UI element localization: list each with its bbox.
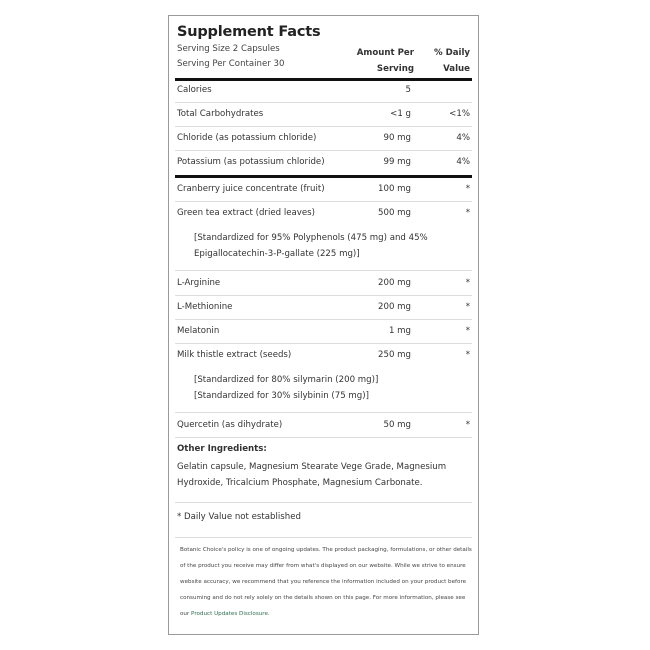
nutrient-name: Chloride (as potassium chloride) <box>177 133 317 143</box>
ingredient-amount: 500 mg <box>378 208 411 218</box>
amount-header-2: Serving <box>376 64 414 74</box>
row-divider <box>175 412 472 413</box>
disclaimer-text: our <box>180 611 192 617</box>
row-divider <box>175 343 472 344</box>
row-divider <box>175 537 472 538</box>
ingredient-name: Quercetin (as dihydrate) <box>177 420 283 430</box>
disclaimer-text: our Product Updates Disclosure. <box>180 611 270 617</box>
nutrient-name: Total Carbohydrates <box>177 109 264 119</box>
ingredient-standardization-note: [Standardized for 95% Polyphenols (475 m… <box>194 233 428 243</box>
ingredient-amount: 100 mg <box>378 184 411 194</box>
ingredient-name: Green tea extract (dried leaves) <box>177 208 315 218</box>
supplement-facts-panel: Supplement Facts Serving Size 2 Capsules… <box>168 15 479 635</box>
ingredient-name: Cranberry juice concentrate (fruit) <box>177 184 325 194</box>
row-divider <box>175 295 472 296</box>
row-divider <box>175 502 472 503</box>
daily-value-footnote: * Daily Value not established <box>177 512 301 522</box>
nutrient-name: Calories <box>177 85 212 95</box>
row-divider <box>175 437 472 438</box>
ingredient-daily-value: * <box>465 350 470 360</box>
row-divider <box>175 150 472 151</box>
ingredient-name: Milk thistle extract (seeds) <box>177 350 292 360</box>
servings-per-container: Serving Per Container 30 <box>177 59 285 69</box>
other-ingredients-heading: Other Ingredients: <box>177 444 267 454</box>
ingredient-name: Melatonin <box>177 326 220 336</box>
ingredient-name: L-Methionine <box>177 302 233 312</box>
amount-header-1: Amount Per <box>356 48 414 58</box>
nutrient-name: Potassium (as potassium chloride) <box>177 157 325 167</box>
disclaimer-text: Botanic Choice's policy is one of ongoin… <box>180 547 472 553</box>
ingredient-amount: 200 mg <box>378 278 411 288</box>
ingredient-daily-value: * <box>465 420 470 430</box>
nutrient-amount: 5 <box>405 85 411 95</box>
ingredient-daily-value: * <box>465 208 470 218</box>
ingredient-amount: 200 mg <box>378 302 411 312</box>
header-divider <box>175 78 472 81</box>
disclaimer-text: website accuracy, we recommend that you … <box>180 579 467 585</box>
product-updates-disclosure-link[interactable]: Product Updates Disclosure <box>191 611 268 617</box>
other-ingredients-text: Hydroxide, Tricalcium Phosphate, Magnesi… <box>177 478 423 488</box>
row-divider <box>175 102 472 103</box>
serving-size: Serving Size 2 Capsules <box>177 44 280 54</box>
nutrient-daily-value: 4% <box>456 133 470 143</box>
row-divider <box>175 319 472 320</box>
ingredient-amount: 1 mg <box>388 326 411 336</box>
ingredient-daily-value: * <box>465 302 470 312</box>
nutrient-amount: <1 g <box>390 109 411 119</box>
nutrient-daily-value: <1% <box>449 109 470 119</box>
ingredient-standardization-note: Epigallocatechin-3-P-gallate (225 mg)] <box>194 249 360 259</box>
dv-header-2: Value <box>443 64 470 74</box>
other-ingredients-text: Gelatin capsule, Magnesium Stearate Vege… <box>177 462 447 472</box>
ingredient-daily-value: * <box>465 326 470 336</box>
disclaimer-text: of the product you receive may differ fr… <box>180 563 466 569</box>
disclaimer-text: consuming and do not rely solely on the … <box>180 595 466 601</box>
nutrients-divider <box>175 175 472 178</box>
row-divider <box>175 201 472 202</box>
ingredient-daily-value: * <box>465 278 470 288</box>
row-divider <box>175 126 472 127</box>
row-divider <box>175 270 472 271</box>
nutrient-daily-value: 4% <box>456 157 470 167</box>
ingredient-name: L-Arginine <box>177 278 221 288</box>
ingredient-amount: 250 mg <box>378 350 411 360</box>
ingredient-daily-value: * <box>465 184 470 194</box>
nutrient-amount: 90 mg <box>383 133 412 143</box>
nutrient-amount: 99 mg <box>383 157 412 167</box>
ingredient-amount: 50 mg <box>383 420 412 430</box>
disclaimer-text: . <box>267 611 270 617</box>
panel-title: Supplement Facts <box>177 24 321 40</box>
ingredient-standardization-note: [Standardized for 80% silymarin (200 mg)… <box>194 375 379 385</box>
ingredient-standardization-note: [Standardized for 30% silybinin (75 mg)] <box>194 391 369 401</box>
dv-header-1: % Daily <box>433 48 470 58</box>
